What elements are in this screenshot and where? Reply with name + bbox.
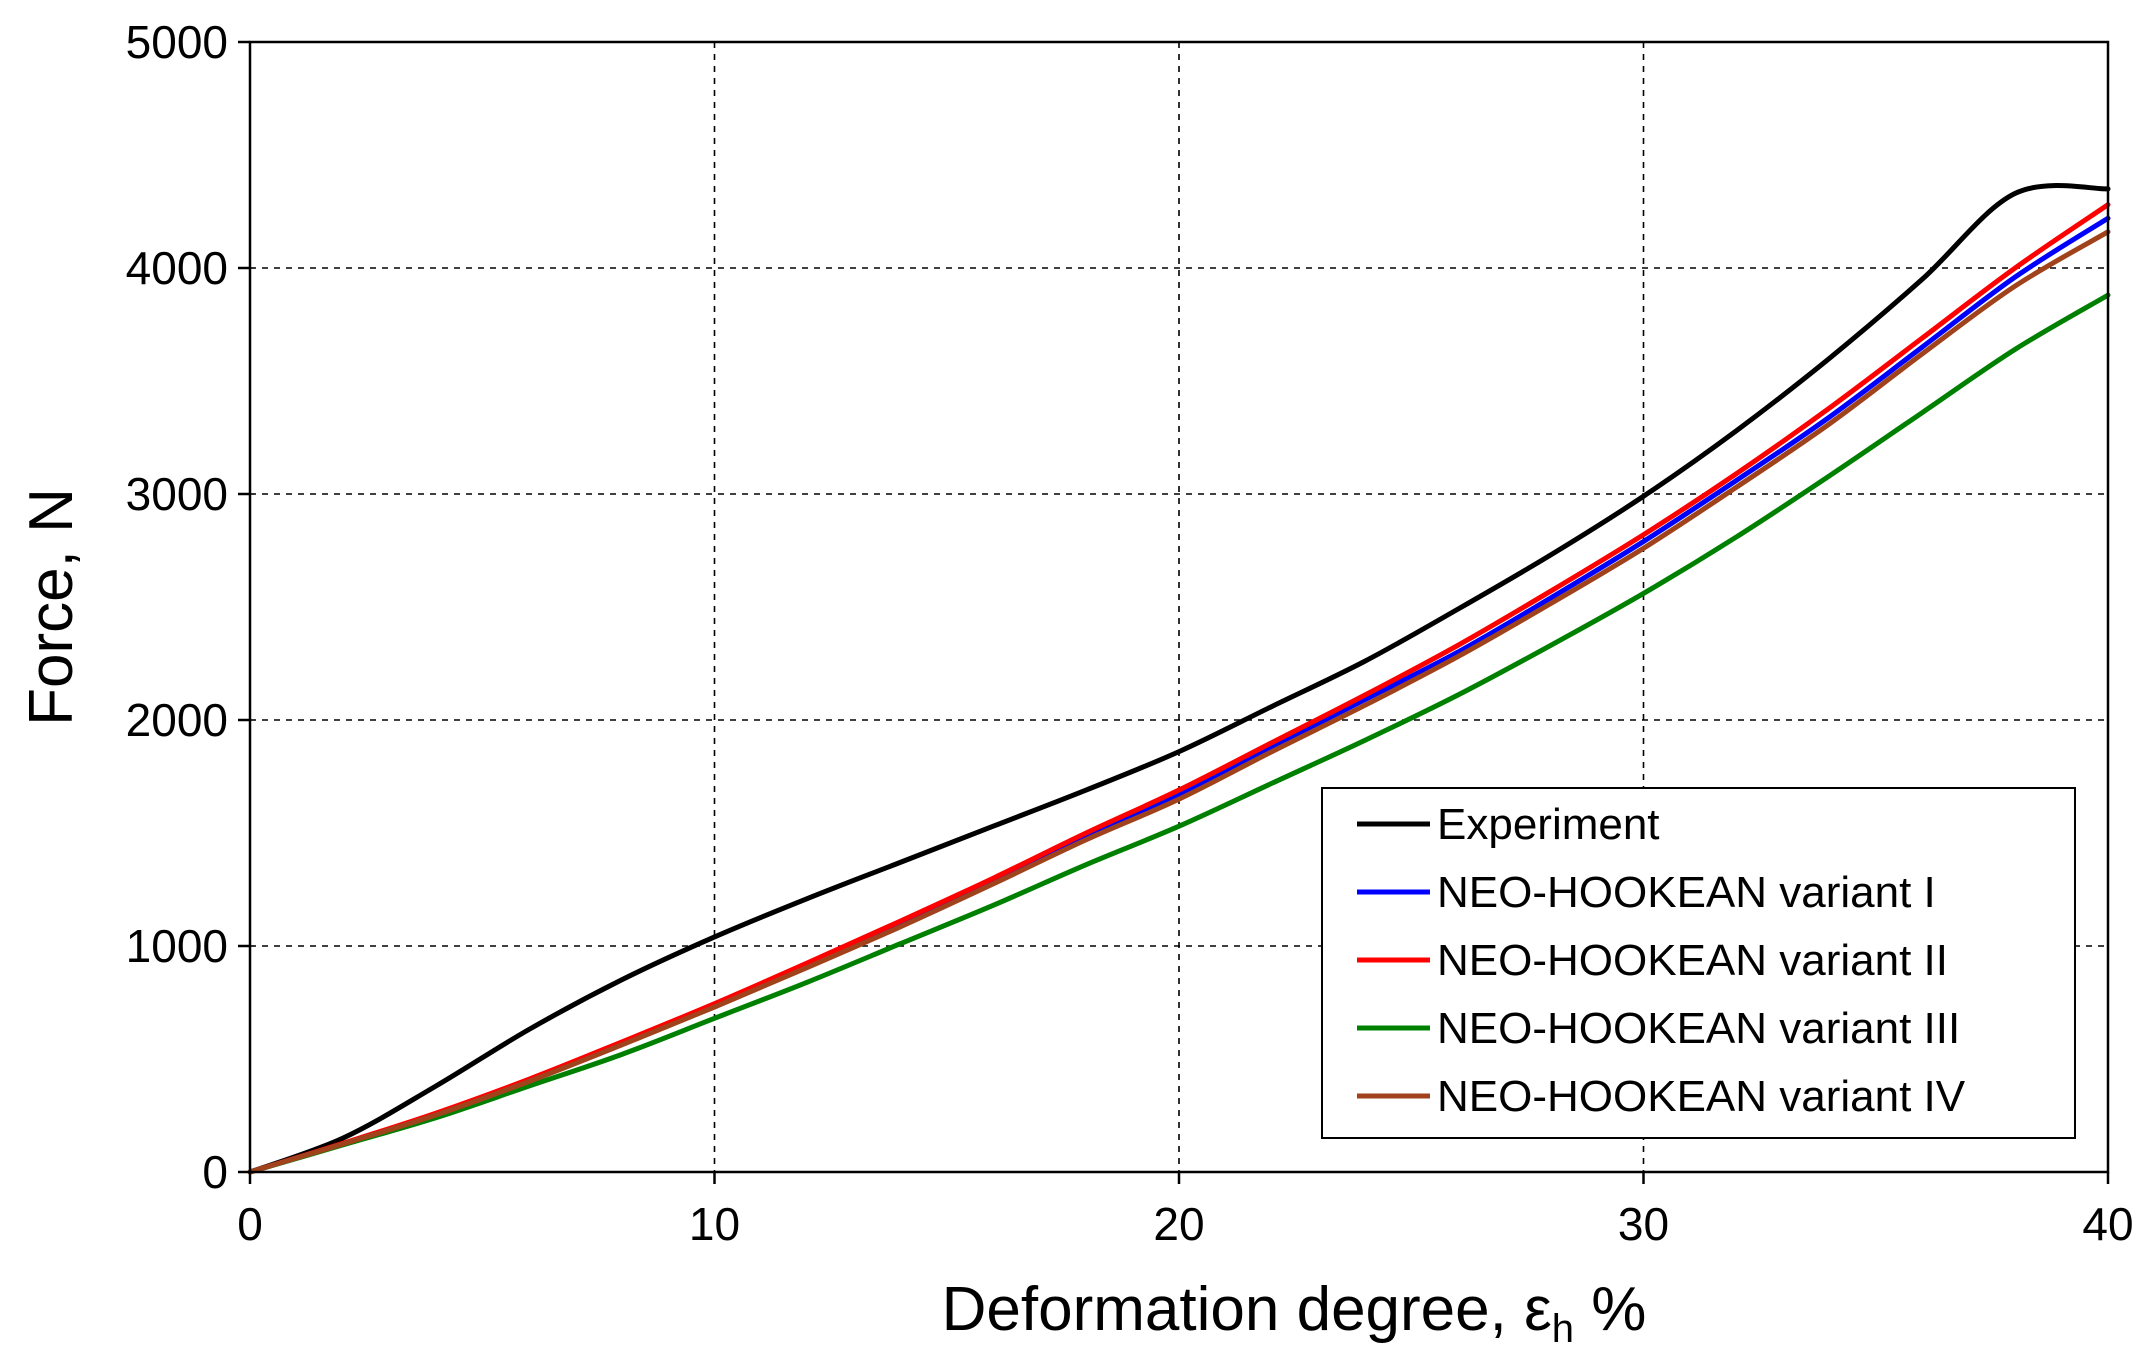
x-tick-label: 10 bbox=[689, 1198, 740, 1250]
legend-box bbox=[1321, 787, 2076, 1139]
x-tick-label: 40 bbox=[2082, 1198, 2133, 1250]
legend-label: NEO-HOOKEAN variant I bbox=[1437, 868, 1936, 917]
y-tick-label: 1000 bbox=[126, 920, 228, 972]
legend: Experiment NEO-HOOKEAN variant I NEO-HOOKE… bbox=[1321, 787, 2076, 1139]
y-axis-title: Force, N bbox=[17, 488, 86, 726]
x-tick-label: 30 bbox=[1618, 1198, 1669, 1250]
y-tick-label: 2000 bbox=[126, 694, 228, 746]
series-lines bbox=[247, 183, 2111, 1175]
series-line-0 bbox=[247, 183, 2111, 1175]
y-tick-label: 5000 bbox=[126, 16, 228, 68]
x-axis-title-symbol: ε bbox=[1524, 1275, 1552, 1344]
x-axis-title-suffix: % bbox=[1574, 1275, 1646, 1344]
legend-label: NEO-HOOKEAN variant III bbox=[1437, 1004, 1960, 1053]
legend-label: NEO-HOOKEAN variant II bbox=[1437, 936, 1948, 985]
x-tick-label: 0 bbox=[237, 1198, 263, 1250]
x-tick-label: 20 bbox=[1153, 1198, 1204, 1250]
x-axis-title-text: Deformation degree, bbox=[942, 1275, 1524, 1344]
y-tick-label: 3000 bbox=[126, 468, 228, 520]
y-tick-label: 0 bbox=[202, 1146, 228, 1198]
series-line-4 bbox=[247, 229, 2111, 1175]
y-tick-label: 4000 bbox=[126, 242, 228, 294]
legend-label: NEO-HOOKEAN variant IV bbox=[1437, 1072, 1966, 1121]
x-axis-title: Deformation degree, εh % bbox=[942, 1275, 1647, 1351]
axis-ticks: 0 10 20 30 40 0 1000 2000 3000 4000 5000 bbox=[126, 16, 2134, 1250]
x-axis-title-subscript: h bbox=[1552, 1307, 1574, 1351]
legend-label: Experiment bbox=[1437, 800, 1660, 849]
series-line-3 bbox=[247, 292, 2111, 1175]
